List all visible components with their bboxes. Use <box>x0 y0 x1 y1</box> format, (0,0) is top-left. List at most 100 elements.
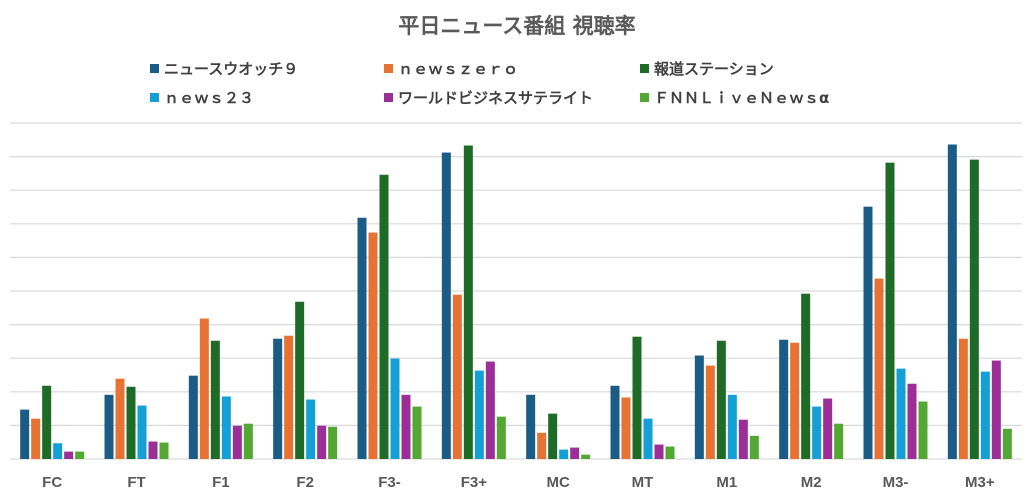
legend-item: ｎｅｗｓｚｅｒｏ <box>384 58 518 79</box>
bar <box>210 340 220 459</box>
bar <box>126 386 136 459</box>
x-tick-label: FC <box>42 474 62 491</box>
legend-item: ｎｅｗｓ２３ <box>150 87 254 108</box>
bar <box>812 406 822 459</box>
legend-label: ｎｅｗｓｚｅｒｏ <box>398 60 519 78</box>
bar <box>991 360 1001 459</box>
bar <box>104 394 114 459</box>
bar <box>738 419 748 459</box>
legend-item: ワールドビジネスサテライト <box>384 87 593 108</box>
bar <box>379 174 389 459</box>
bar <box>907 383 917 459</box>
bar <box>969 159 979 459</box>
bar <box>823 398 833 459</box>
x-tick-label: F1 <box>212 474 230 491</box>
legend-swatch <box>150 93 159 102</box>
bar <box>188 375 198 459</box>
legend-swatch <box>384 64 393 73</box>
x-tick-label: M2 <box>801 474 822 491</box>
bar <box>918 401 928 459</box>
bar <box>64 451 74 459</box>
bar <box>863 206 873 459</box>
bar <box>559 449 569 459</box>
bar <box>496 416 506 459</box>
x-tick-label: FT <box>127 474 145 491</box>
bar <box>570 447 580 459</box>
legend-label: ｎｅｗｓ２３ <box>164 89 255 107</box>
bar <box>368 232 378 459</box>
bar <box>537 432 547 459</box>
bar <box>485 361 495 459</box>
chart-title: 平日ニュース番組 視聴率 <box>398 14 636 38</box>
bar <box>159 442 169 459</box>
bar <box>137 405 147 459</box>
bar <box>221 396 231 459</box>
bar <box>295 301 305 459</box>
bar <box>53 443 63 459</box>
x-tick-label: MT <box>632 474 654 491</box>
legend-label: ニュースウオッチ９ <box>164 60 299 78</box>
x-tick-label: F3- <box>378 474 401 491</box>
bar <box>1002 428 1012 459</box>
bar <box>874 278 884 459</box>
x-tick-label: M3- <box>883 474 909 491</box>
x-tick-label: MC <box>547 474 570 491</box>
bar <box>958 338 968 459</box>
bar <box>705 365 715 459</box>
legend-item: 報道ステーション <box>640 58 774 79</box>
legend-item: ニュースウオッチ９ <box>150 58 298 79</box>
bar <box>643 418 653 459</box>
bar <box>115 378 125 459</box>
bar <box>401 394 411 459</box>
bar <box>621 397 631 459</box>
bar <box>75 451 85 459</box>
bar <box>581 454 591 459</box>
bar <box>665 446 675 459</box>
bar <box>654 444 664 459</box>
bar <box>317 425 327 459</box>
bar <box>610 385 620 459</box>
legend-label: ワールドビジネスサテライト <box>398 89 594 107</box>
bar <box>412 406 422 459</box>
bar <box>801 293 811 459</box>
bar <box>749 435 759 459</box>
legend-label: 報道ステーション <box>654 60 774 78</box>
x-tick-label: F3+ <box>461 474 488 491</box>
legend-item: ＦＮＮＬｉｖｅＮｅｗｓα <box>640 87 829 108</box>
bar <box>199 318 209 459</box>
bar <box>947 144 957 459</box>
bar <box>20 409 30 459</box>
x-tick-label: F2 <box>296 474 314 491</box>
bar <box>694 355 704 459</box>
bar <box>834 423 844 459</box>
bar <box>148 441 158 459</box>
bar <box>273 338 283 459</box>
bar <box>526 394 536 459</box>
bar <box>727 394 737 459</box>
x-tick-label: M3+ <box>965 474 995 491</box>
bar <box>306 399 316 459</box>
bar <box>779 339 789 459</box>
bar <box>885 162 895 459</box>
bar <box>632 336 642 459</box>
bar <box>328 426 338 459</box>
bar <box>548 413 558 459</box>
bar <box>716 340 726 459</box>
bar <box>31 418 41 459</box>
bar <box>790 342 800 459</box>
bar <box>463 145 473 459</box>
bar <box>243 423 253 459</box>
bar <box>357 217 367 459</box>
bar <box>390 358 400 459</box>
legend-swatch <box>384 93 393 102</box>
bar <box>42 385 52 459</box>
legend-label: ＦＮＮＬｉｖｅＮｅｗｓα <box>654 89 830 107</box>
legend-swatch <box>640 93 649 102</box>
legend-swatch <box>640 64 649 73</box>
bar <box>980 371 990 459</box>
x-tick-label: M1 <box>716 474 737 491</box>
bar <box>232 425 242 459</box>
bar <box>896 368 906 459</box>
